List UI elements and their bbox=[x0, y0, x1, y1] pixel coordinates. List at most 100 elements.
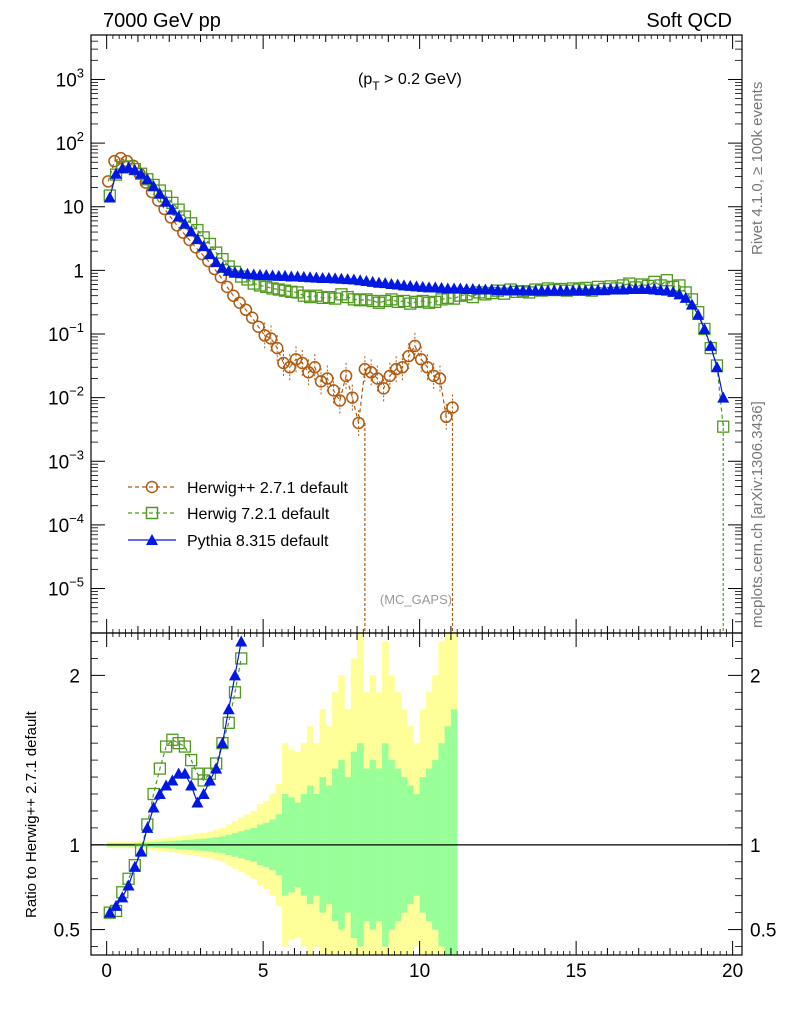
ratio-y-tick-label-left: 0.5 bbox=[54, 921, 80, 942]
rivet-label: Rivet 4.1.0, ≥ 100k events bbox=[749, 82, 766, 255]
point-herwig7 bbox=[328, 292, 342, 305]
point-herwig7 bbox=[422, 296, 436, 309]
ratio-y-tick-label-left: 2 bbox=[69, 666, 80, 687]
point-herwigpp bbox=[408, 339, 422, 353]
point-pythia bbox=[191, 233, 204, 245]
point-herwigpp bbox=[402, 349, 415, 363]
point-herwig7 bbox=[172, 737, 185, 750]
point-herwig7 bbox=[235, 652, 248, 665]
point-pythia bbox=[228, 669, 241, 681]
point-herwigpp bbox=[252, 320, 265, 333]
point-herwig7 bbox=[379, 294, 392, 308]
point-pythia bbox=[110, 899, 123, 911]
point-herwig7 bbox=[322, 290, 336, 304]
ratio-y-tick-label-right: 2 bbox=[750, 666, 761, 687]
legend-label-herwig7: Herwig 7.2.1 default bbox=[187, 506, 330, 523]
y-tick-label: 102 bbox=[56, 129, 84, 155]
legend: Herwig++ 2.7.1 default Herwig 7.2.1 defa… bbox=[128, 480, 349, 550]
x-tick-label: 20 bbox=[722, 961, 743, 982]
ratio-y-tick-label-right: 0.5 bbox=[750, 921, 776, 942]
legend-marker-pythia bbox=[146, 534, 158, 545]
point-herwig7 bbox=[366, 294, 379, 308]
x-tick-label: 5 bbox=[258, 961, 269, 982]
point-herwigpp bbox=[389, 362, 403, 376]
point-pythia bbox=[203, 774, 216, 786]
point-herwigpp bbox=[414, 353, 428, 366]
y-tick-label: 10−5 bbox=[48, 575, 84, 601]
point-herwig7 bbox=[360, 293, 373, 306]
point-herwig7 bbox=[253, 279, 267, 292]
y-tick-label: 10 bbox=[63, 198, 84, 219]
point-herwigpp bbox=[233, 296, 246, 309]
point-herwig7 bbox=[404, 297, 417, 310]
point-herwigpp bbox=[308, 361, 322, 374]
point-pythia bbox=[122, 879, 135, 891]
point-herwigpp bbox=[352, 416, 365, 430]
point-pythia bbox=[185, 225, 198, 237]
point-pythia bbox=[191, 796, 204, 808]
point-herwig7 bbox=[178, 740, 192, 753]
point-herwig7 bbox=[285, 285, 298, 298]
point-herwig7 bbox=[385, 293, 398, 306]
point-herwig7 bbox=[297, 289, 310, 302]
point-pythia bbox=[679, 291, 692, 303]
point-herwig7 bbox=[278, 284, 292, 297]
point-pythia bbox=[147, 801, 160, 813]
point-pythia bbox=[103, 906, 116, 918]
point-herwigpp bbox=[433, 372, 447, 385]
y-tick-label: 10−4 bbox=[48, 511, 84, 537]
point-pythia bbox=[197, 788, 210, 799]
mc-gaps-label: (MC_GAPS) bbox=[380, 592, 452, 607]
point-pythia bbox=[685, 298, 698, 310]
x-tick-label: 15 bbox=[566, 961, 587, 982]
point-pythia bbox=[153, 187, 166, 199]
point-herwigpp bbox=[439, 410, 453, 424]
point-herwig7 bbox=[391, 295, 404, 309]
point-pythia bbox=[210, 762, 223, 774]
point-herwig7 bbox=[435, 293, 448, 306]
point-herwigpp bbox=[314, 375, 328, 388]
point-herwigpp bbox=[289, 353, 303, 366]
point-pythia bbox=[710, 361, 723, 373]
header-right: Soft QCD bbox=[646, 10, 732, 32]
point-pythia bbox=[166, 203, 179, 215]
point-pythia bbox=[128, 860, 141, 872]
point-herwig7 bbox=[316, 291, 329, 304]
point-herwig7 bbox=[228, 686, 242, 699]
ratio-y-tick-label-right: 1 bbox=[750, 836, 761, 857]
point-herwig7 bbox=[410, 295, 423, 309]
point-pythia bbox=[203, 248, 216, 260]
point-herwigpp bbox=[227, 289, 240, 302]
point-pythia bbox=[185, 779, 198, 791]
point-herwig7 bbox=[159, 740, 173, 753]
legend-marker-herwigpp bbox=[145, 480, 159, 494]
point-herwig7 bbox=[266, 282, 279, 295]
header-left: 7000 GeV pp bbox=[103, 10, 221, 32]
y-tick-label: 103 bbox=[56, 65, 84, 91]
point-herwig7 bbox=[166, 733, 179, 746]
ratio-ylabel: Ratio to Herwig++ 2.7.1 default bbox=[23, 710, 40, 918]
point-herwigpp bbox=[446, 401, 459, 414]
point-herwigpp bbox=[321, 372, 334, 385]
point-herwig7 bbox=[372, 296, 386, 309]
cut-annotation: (pT > 0.2 GeV) bbox=[358, 71, 462, 93]
ratio-line-0 bbox=[109, 658, 242, 914]
point-herwig7 bbox=[347, 293, 361, 306]
point-pythia bbox=[147, 180, 160, 192]
point-herwig7 bbox=[153, 762, 167, 775]
point-pythia bbox=[103, 191, 116, 203]
ratio-y-tick-label-left: 1 bbox=[69, 836, 80, 857]
point-herwigpp bbox=[358, 362, 372, 376]
point-herwigpp bbox=[220, 280, 234, 294]
y-tick-label: 1 bbox=[73, 261, 84, 282]
point-herwig7 bbox=[354, 294, 367, 307]
main-panel-series bbox=[101, 151, 730, 633]
series-line-0 bbox=[107, 157, 453, 424]
point-herwigpp bbox=[383, 369, 397, 383]
point-herwig7 bbox=[222, 716, 235, 729]
x-tick-label: 0 bbox=[101, 961, 112, 982]
point-herwigpp bbox=[239, 303, 253, 317]
point-pythia bbox=[160, 195, 173, 207]
point-pythia bbox=[222, 703, 235, 715]
